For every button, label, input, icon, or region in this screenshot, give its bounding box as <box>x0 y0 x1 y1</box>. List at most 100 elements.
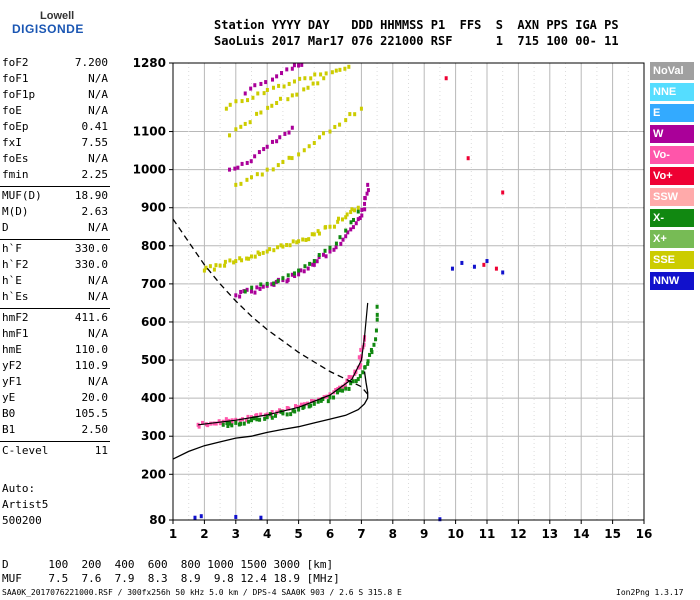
legend-item-vo-: Vo- <box>650 146 694 164</box>
echo-point <box>259 515 263 520</box>
autoscale-method: Artist5 <box>2 498 49 511</box>
echo-point <box>236 165 240 170</box>
echo-point <box>307 237 311 242</box>
echo-point <box>212 267 216 272</box>
y-tick-label: 600 <box>141 315 166 329</box>
param-row: yE 20.0 <box>2 391 108 407</box>
param-value: 330.0 <box>74 242 108 255</box>
echo-point <box>501 270 505 275</box>
param-name: yE <box>2 391 16 404</box>
echo-point <box>337 216 341 221</box>
echo-point <box>307 404 311 409</box>
echo-point <box>287 81 291 86</box>
param-row: yF2 110.9 <box>2 359 108 375</box>
param-value: 110.9 <box>74 359 108 372</box>
param-name: fmin <box>2 168 29 181</box>
echo-point <box>344 234 348 239</box>
echo-point <box>265 249 269 254</box>
echo-point <box>275 74 279 79</box>
param-name: yF1 <box>2 375 22 388</box>
param-name: h`F2 <box>2 258 29 271</box>
param-name: yF2 <box>2 359 22 372</box>
echo-point <box>312 262 316 267</box>
echo-point <box>255 285 259 290</box>
echo-point <box>270 282 274 287</box>
echo-point <box>301 237 305 242</box>
echo-point <box>285 412 289 417</box>
echo-point <box>311 262 315 267</box>
echo-point <box>302 87 306 92</box>
echo-point <box>363 207 367 212</box>
echo-point <box>255 417 259 422</box>
echo-point <box>294 404 298 409</box>
echo-point <box>330 70 334 75</box>
echo-point <box>332 247 336 252</box>
echo-point <box>501 190 505 195</box>
param-name: foEs <box>2 152 29 165</box>
echo-point <box>302 269 306 274</box>
echo-point <box>252 416 256 421</box>
echo-point <box>277 83 281 88</box>
echo-point <box>234 127 238 132</box>
echo-point <box>359 106 363 111</box>
echo-point <box>201 420 205 425</box>
echo-point <box>224 417 228 422</box>
echo-point <box>286 273 290 278</box>
x-tick-label: 4 <box>263 527 271 541</box>
echo-traces <box>193 62 505 522</box>
param-row: h`F2 330.0 <box>2 258 108 274</box>
echo-point <box>250 175 253 180</box>
echo-point <box>268 247 272 252</box>
echo-point <box>292 79 296 84</box>
echo-point <box>280 71 284 76</box>
param-row: foE N/A <box>2 104 108 120</box>
echo-point <box>245 177 249 182</box>
echo-point <box>256 91 260 96</box>
param-value: N/A <box>88 375 108 388</box>
brand-logo-lowell: Lowell <box>40 10 75 22</box>
echo-point <box>356 205 360 210</box>
echo-point <box>232 260 236 265</box>
y-tick-label: 200 <box>141 467 166 481</box>
echo-point <box>239 289 243 294</box>
echo-point <box>275 139 279 144</box>
echo-point <box>226 424 230 429</box>
echo-point <box>336 219 340 224</box>
echo-point <box>259 110 263 115</box>
echo-point <box>356 377 360 382</box>
echo-point <box>323 248 327 253</box>
echo-point <box>350 207 354 212</box>
echo-point <box>225 421 229 426</box>
legend-item-w: W <box>650 125 694 143</box>
param-separator <box>0 441 110 442</box>
echo-point <box>255 413 259 418</box>
echo-point <box>356 217 360 222</box>
echo-point <box>270 415 274 420</box>
echo-point <box>312 140 316 145</box>
x-tick-label: 11 <box>479 527 496 541</box>
autoscale-code: 500200 <box>2 514 42 527</box>
param-value: N/A <box>88 290 108 303</box>
echo-point <box>265 167 269 172</box>
echo-point <box>224 106 228 111</box>
param-row: h`Es N/A <box>2 290 108 306</box>
param-row: fxI 7.55 <box>2 136 108 152</box>
echo-point <box>271 85 275 90</box>
software-version: Ion2Png 1.3.17 <box>616 588 684 597</box>
echo-point <box>265 87 269 92</box>
echo-point <box>259 282 263 287</box>
echo-point <box>245 160 249 165</box>
echo-point <box>303 264 307 269</box>
param-row: hmE 110.0 <box>2 343 108 359</box>
echo-point <box>338 388 342 393</box>
echo-point <box>285 243 289 248</box>
echo-point <box>265 281 269 286</box>
echo-point <box>197 424 201 429</box>
echo-point <box>358 374 362 379</box>
echo-point <box>214 263 218 268</box>
echo-trace <box>202 205 360 273</box>
echo-point <box>312 401 316 406</box>
param-row: yF1 N/A <box>2 375 108 391</box>
legend-item-x-: X+ <box>650 230 694 248</box>
echo-point <box>306 266 310 271</box>
